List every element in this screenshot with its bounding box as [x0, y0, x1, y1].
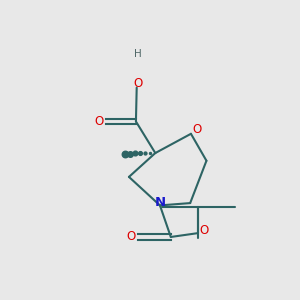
Text: O: O — [134, 77, 143, 90]
Text: O: O — [193, 123, 202, 136]
Text: O: O — [127, 230, 136, 244]
Text: O: O — [200, 224, 209, 237]
Text: H: H — [134, 50, 141, 59]
Text: N: N — [154, 196, 166, 209]
Text: O: O — [94, 115, 103, 128]
